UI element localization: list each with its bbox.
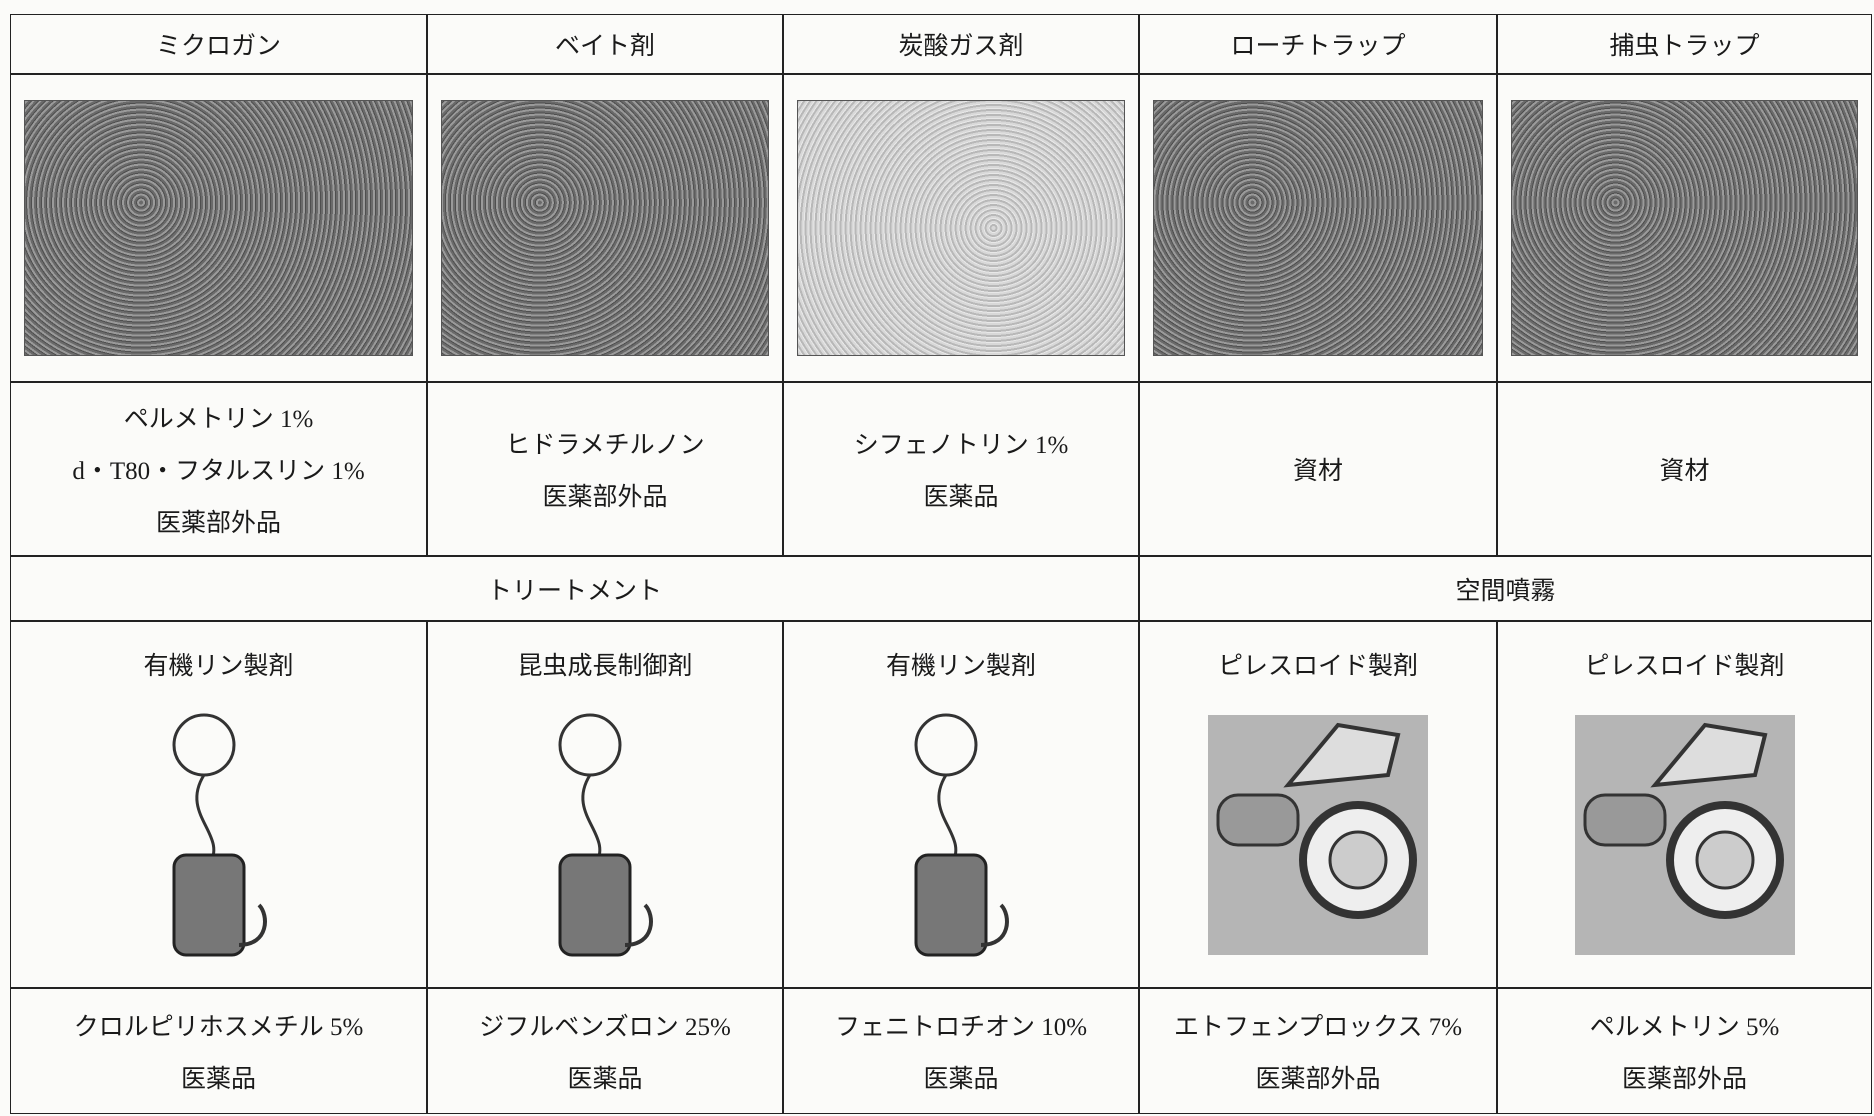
- product-type: 有機リン製剤: [885, 653, 1036, 680]
- photo-cell: [10, 74, 427, 382]
- header-cell: 炭酸ガス剤: [783, 14, 1139, 74]
- group-label: トリートメント: [486, 577, 662, 605]
- classification: 医薬品: [180, 1066, 256, 1093]
- ingredient-cell: エトフェンプロックス 7% 医薬部外品: [1139, 988, 1497, 1114]
- product-image: [1208, 715, 1428, 955]
- header-cell: 捕虫トラップ: [1497, 14, 1872, 74]
- product-type: ピレスロイド製剤: [1217, 653, 1418, 680]
- product-line: シフェノトリン 1%: [853, 432, 1069, 459]
- classification: 医薬品: [567, 1066, 643, 1093]
- product-line: 医薬部外品: [542, 484, 668, 511]
- product-header: 炭酸ガス剤: [898, 33, 1024, 60]
- product-cell: ピレスロイド製剤: [1139, 621, 1497, 988]
- photo-cell: [427, 74, 783, 382]
- group-header: 空間噴霧: [1139, 556, 1872, 621]
- header-cell: ミクロガン: [10, 14, 427, 74]
- photo-cell: [783, 74, 1139, 382]
- ingredient: ペルメトリン 5%: [1589, 1014, 1780, 1041]
- info-cell: 資材: [1497, 382, 1872, 556]
- product-line: 医薬部外品: [155, 510, 281, 537]
- ingredient: ジフルベンズロン 25%: [479, 1014, 731, 1041]
- ingredient-cell: ジフルベンズロン 25% 医薬品: [427, 988, 783, 1114]
- product-line: 資材: [1659, 458, 1710, 485]
- classification: 医薬部外品: [1621, 1066, 1747, 1093]
- product-image: [172, 713, 267, 957]
- classification: 医薬品: [923, 1066, 999, 1093]
- photo-cell: [1139, 74, 1497, 382]
- product-header: ベイト剤: [554, 33, 655, 60]
- product-photo: [797, 100, 1125, 356]
- classification: 医薬部外品: [1255, 1066, 1381, 1093]
- product-image: [1574, 715, 1795, 955]
- product-line: 資材: [1292, 458, 1343, 485]
- product-image: [558, 713, 653, 957]
- ingredient-cell: ペルメトリン 5% 医薬部外品: [1497, 988, 1872, 1114]
- info-cell: ヒドラメチルノン 医薬部外品: [427, 382, 783, 556]
- product-photo: [1153, 100, 1483, 356]
- product-line: d・T80・フタルスリン 1%: [72, 458, 365, 485]
- group-header: トリートメント: [10, 556, 1139, 621]
- product-header: ミクロガン: [155, 33, 281, 60]
- product-line: ペルメトリン 1%: [123, 406, 314, 433]
- product-cell: ピレスロイド製剤: [1497, 621, 1872, 988]
- product-type: 昆虫成長制御剤: [517, 653, 693, 680]
- ingredient: クロルピリホスメチル 5%: [73, 1014, 364, 1041]
- photo-cell: [1497, 74, 1872, 382]
- product-cell: 昆虫成長制御剤: [427, 621, 783, 988]
- info-cell: 資材: [1139, 382, 1497, 556]
- product-line: 医薬品: [923, 484, 999, 511]
- product-header: 捕虫トラップ: [1609, 33, 1760, 60]
- product-type: ピレスロイド製剤: [1584, 653, 1785, 680]
- ingredient: エトフェンプロックス 7%: [1173, 1014, 1463, 1041]
- product-photo: [441, 100, 769, 356]
- product-photo: [24, 100, 413, 356]
- group-label: 空間噴霧: [1455, 577, 1556, 605]
- info-cell: シフェノトリン 1% 医薬品: [783, 382, 1139, 556]
- product-header: ローチトラップ: [1230, 33, 1406, 60]
- product-image: [914, 713, 1009, 957]
- ingredient-cell: クロルピリホスメチル 5% 医薬品: [10, 988, 427, 1114]
- header-cell: ベイト剤: [427, 14, 783, 74]
- header-cell: ローチトラップ: [1139, 14, 1497, 74]
- ingredient-cell: フェニトロチオン 10% 医薬品: [783, 988, 1139, 1114]
- product-type: 有機リン製剤: [143, 653, 294, 680]
- product-photo: [1511, 100, 1858, 356]
- product-cell: 有機リン製剤: [10, 621, 427, 988]
- info-cell: ペルメトリン 1% d・T80・フタルスリン 1% 医薬部外品: [10, 382, 427, 556]
- product-line: ヒドラメチルノン: [505, 432, 705, 459]
- ingredient: フェニトロチオン 10%: [834, 1014, 1088, 1041]
- product-cell: 有機リン製剤: [783, 621, 1139, 988]
